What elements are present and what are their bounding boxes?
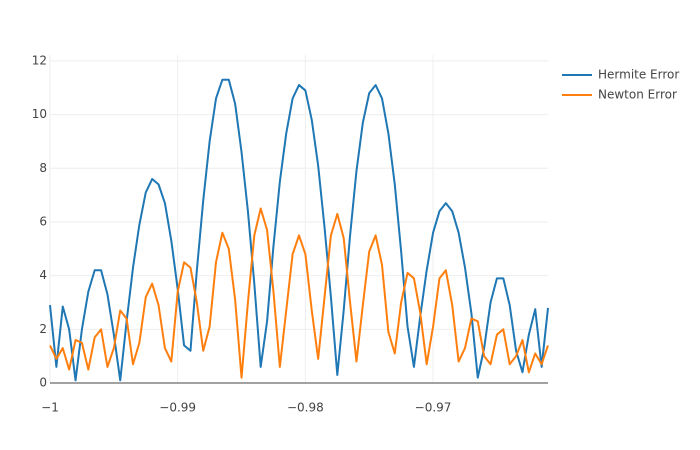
legend-label: Newton Error xyxy=(598,88,677,102)
y-tick-label: 4 xyxy=(39,268,47,282)
x-tick-label: −1 xyxy=(41,401,59,415)
y-tick-label: 2 xyxy=(39,322,47,336)
x-tick-label: −0.98 xyxy=(287,401,324,415)
x-tick-label: −0.99 xyxy=(159,401,196,415)
y-tick-label: 0 xyxy=(39,376,47,390)
series-line xyxy=(49,78,549,382)
y-tick-label: 6 xyxy=(39,214,47,228)
y-tick-label: 8 xyxy=(39,161,47,175)
y-tick-label: 10 xyxy=(32,107,47,121)
legend-label: Hermite Error xyxy=(598,68,679,82)
series-line xyxy=(49,207,549,379)
x-tick-label: −0.97 xyxy=(415,401,452,415)
y-tick-label: 12 xyxy=(32,53,47,67)
